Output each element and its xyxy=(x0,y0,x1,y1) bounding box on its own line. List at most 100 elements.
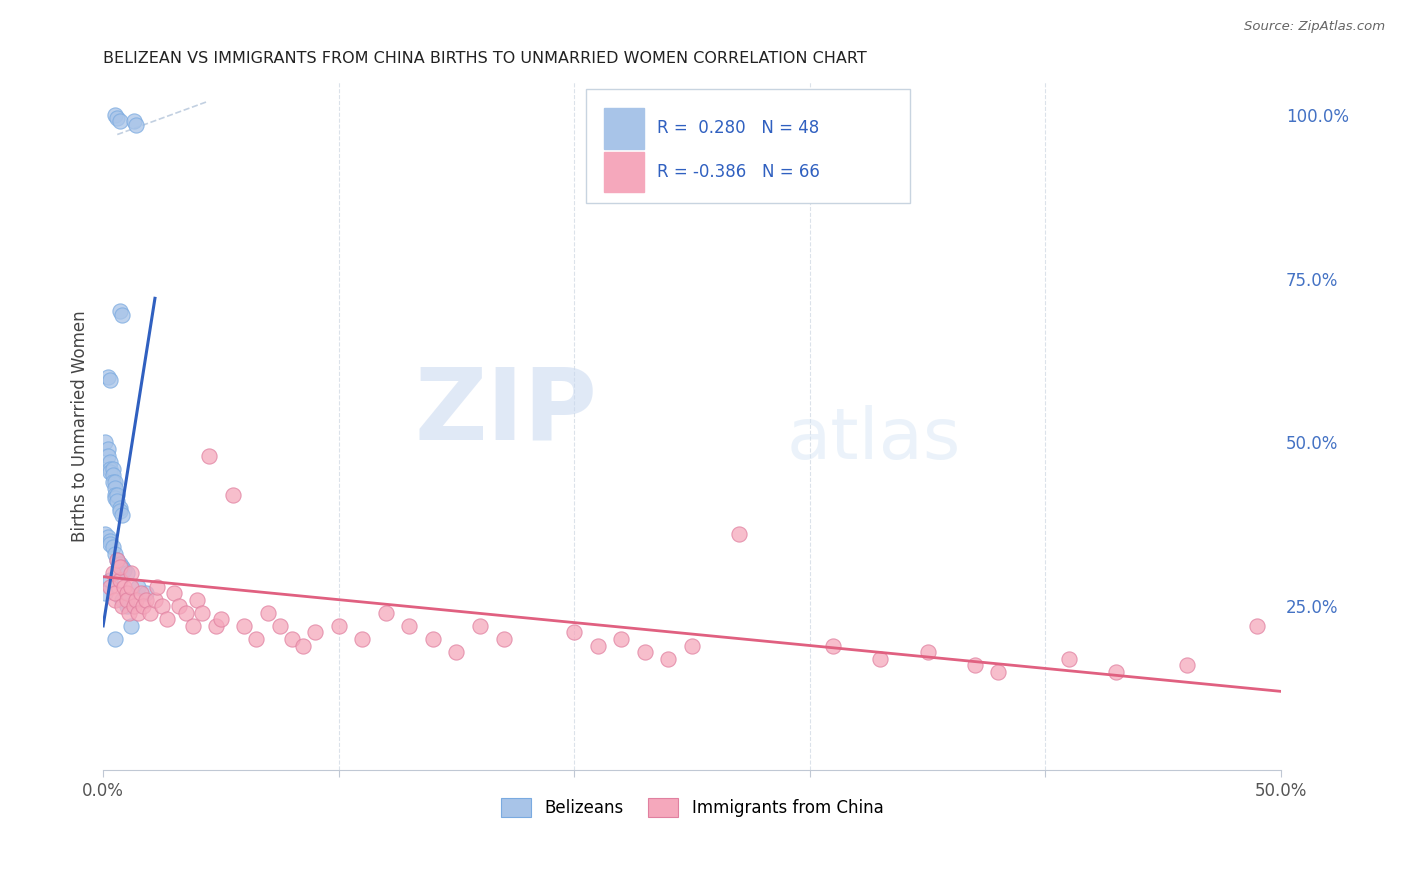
Point xyxy=(163,586,186,600)
Point xyxy=(139,606,162,620)
Point xyxy=(115,592,138,607)
Point xyxy=(122,599,145,614)
Point xyxy=(209,612,232,626)
Point xyxy=(118,606,141,620)
Point xyxy=(174,606,197,620)
Point xyxy=(111,592,134,607)
FancyBboxPatch shape xyxy=(586,89,910,202)
Point xyxy=(111,560,134,574)
Text: Source: ZipAtlas.com: Source: ZipAtlas.com xyxy=(1244,20,1385,33)
Text: BELIZEAN VS IMMIGRANTS FROM CHINA BIRTHS TO UNMARRIED WOMEN CORRELATION CHART: BELIZEAN VS IMMIGRANTS FROM CHINA BIRTHS… xyxy=(103,51,868,66)
Point xyxy=(120,619,142,633)
Point xyxy=(245,632,267,646)
Point xyxy=(125,592,148,607)
Point xyxy=(120,566,142,581)
Point xyxy=(104,547,127,561)
Point xyxy=(111,599,134,614)
Point xyxy=(468,619,491,633)
Point xyxy=(374,606,396,620)
Point xyxy=(562,625,585,640)
Point xyxy=(352,632,374,646)
Point xyxy=(98,465,121,479)
Point xyxy=(98,533,121,548)
FancyBboxPatch shape xyxy=(603,108,644,149)
Point xyxy=(98,537,121,551)
Point xyxy=(269,619,291,633)
Point xyxy=(205,619,228,633)
Point xyxy=(115,566,138,581)
Point xyxy=(108,114,131,128)
Point xyxy=(94,435,117,450)
Text: R = -0.386   N = 66: R = -0.386 N = 66 xyxy=(657,162,820,180)
Point xyxy=(150,599,173,614)
Point xyxy=(122,114,145,128)
Point xyxy=(728,527,751,541)
Point xyxy=(823,639,845,653)
Point xyxy=(917,645,939,659)
Point xyxy=(104,632,127,646)
Point xyxy=(104,586,127,600)
Point xyxy=(98,455,121,469)
Point xyxy=(398,619,420,633)
Point xyxy=(94,527,117,541)
Point xyxy=(280,632,302,646)
Point xyxy=(108,500,131,515)
Point xyxy=(987,665,1010,679)
Point xyxy=(97,442,120,456)
Point xyxy=(111,508,134,522)
Point xyxy=(104,488,127,502)
Point xyxy=(422,632,444,646)
Point xyxy=(1246,619,1268,633)
Point xyxy=(104,491,127,505)
Point xyxy=(167,599,190,614)
Point xyxy=(105,553,128,567)
Point xyxy=(115,586,138,600)
Point xyxy=(127,606,149,620)
Point xyxy=(233,619,256,633)
Point xyxy=(104,108,127,122)
Point xyxy=(125,118,148,132)
Text: atlas: atlas xyxy=(786,405,960,475)
Point xyxy=(97,449,120,463)
Point xyxy=(135,586,157,600)
FancyBboxPatch shape xyxy=(603,152,644,192)
Point xyxy=(657,651,679,665)
Point xyxy=(111,308,134,322)
Point xyxy=(186,592,208,607)
Point xyxy=(221,488,243,502)
Point xyxy=(198,449,221,463)
Point xyxy=(108,557,131,571)
Point xyxy=(104,481,127,495)
Point xyxy=(98,580,121,594)
Text: R =  0.280   N = 48: R = 0.280 N = 48 xyxy=(657,120,818,137)
Point xyxy=(292,639,315,653)
Point xyxy=(328,619,350,633)
Point xyxy=(101,461,124,475)
Point xyxy=(94,586,117,600)
Point xyxy=(101,468,124,483)
Point xyxy=(869,651,891,665)
Point xyxy=(181,619,204,633)
Point xyxy=(108,304,131,318)
Point xyxy=(108,573,131,587)
Point xyxy=(112,580,135,594)
Point xyxy=(105,488,128,502)
Point xyxy=(101,541,124,555)
Text: ZIP: ZIP xyxy=(415,364,598,461)
Point xyxy=(191,606,214,620)
Point xyxy=(105,553,128,567)
Point xyxy=(257,606,280,620)
Point xyxy=(1105,665,1128,679)
Point xyxy=(610,632,633,646)
Point xyxy=(105,494,128,508)
Point xyxy=(586,639,609,653)
Point xyxy=(112,563,135,577)
Point xyxy=(104,475,127,489)
Point xyxy=(97,370,120,384)
Point xyxy=(304,625,326,640)
Point xyxy=(129,586,152,600)
Point xyxy=(104,592,127,607)
Point xyxy=(98,573,121,587)
Point xyxy=(120,580,142,594)
Point xyxy=(634,645,657,659)
